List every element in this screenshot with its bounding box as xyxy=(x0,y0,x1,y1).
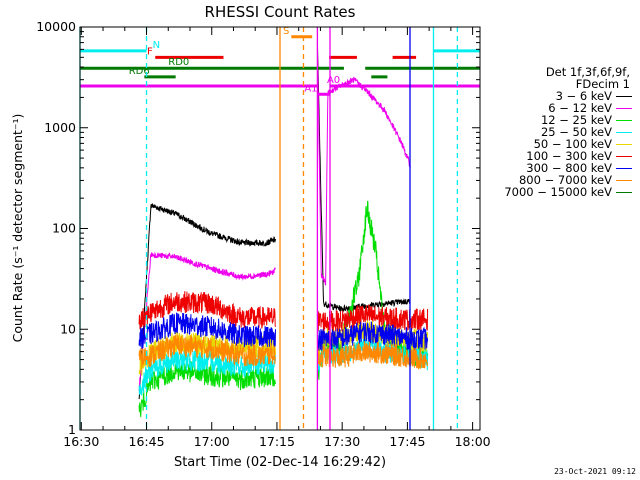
state-bar-label: A1 xyxy=(304,83,317,94)
series-trace xyxy=(316,304,429,333)
x-tick-label: 17:00 xyxy=(194,434,230,449)
series-trace xyxy=(138,203,276,400)
state-bar-label: N xyxy=(153,40,160,51)
y-axis-label: Count Rate (s⁻¹ detector segment⁻¹) xyxy=(10,114,25,343)
state-bars: N S F RD0 RD6 A1 A0 xyxy=(80,26,480,96)
y-tick-label: 1000 xyxy=(44,120,76,135)
timestamp: 23-Oct-2021 09:12 xyxy=(554,467,636,476)
legend-label: 12 − 25 keV xyxy=(540,113,612,127)
legend-entry: 800 − 7000 keV xyxy=(476,174,636,186)
legend-entry: 3 − 6 keV xyxy=(476,90,636,102)
series-trace xyxy=(316,321,429,352)
chart-title: RHESSI Count Rates xyxy=(205,3,356,21)
state-bar-label: RD6 xyxy=(129,66,150,77)
legend-swatch xyxy=(616,167,632,169)
state-bar-label: S xyxy=(283,26,289,37)
legend-entry: 12 − 25 keV xyxy=(476,114,636,126)
state-bar-label: A0 xyxy=(327,75,340,86)
legend-label: 25 − 50 keV xyxy=(540,125,612,139)
x-tick-label: 16:45 xyxy=(129,434,165,449)
legend-label: 300 − 800 keV xyxy=(526,161,612,175)
legend-entry: 6 − 12 keV xyxy=(476,102,636,114)
legend-label: 100 − 300 keV xyxy=(526,149,612,163)
legend-swatch xyxy=(616,119,632,121)
series-trace xyxy=(316,340,429,370)
state-bar-label: F xyxy=(147,46,153,57)
x-tick-label: 17:15 xyxy=(259,434,295,449)
y-tick-label: 1 xyxy=(68,422,76,437)
x-axis: 16:30 16:45 17:00 17:15 17:30 17:45 18:00 xyxy=(63,27,491,449)
y-axis: 1 10 100 1000 10000 xyxy=(36,19,480,437)
legend-swatch xyxy=(616,191,632,193)
x-axis-label: Start Time (02-Dec-14 16:29:42) xyxy=(174,455,386,470)
traces xyxy=(138,41,429,418)
legend-label: 800 − 7000 keV xyxy=(518,173,612,187)
series-trace xyxy=(138,312,276,349)
x-tick-label: 17:30 xyxy=(324,434,360,449)
series-trace xyxy=(138,334,276,370)
legend-label: 3 − 6 keV xyxy=(555,89,612,103)
state-bar-label: RD0 xyxy=(168,57,189,68)
x-tick-label: 17:45 xyxy=(389,434,425,449)
legend-label: 6 − 12 keV xyxy=(548,101,612,115)
legend-entry: 300 − 800 keV xyxy=(476,162,636,174)
legend-entry: 100 − 300 keV xyxy=(476,150,636,162)
legend-label: 7000 − 15000 keV xyxy=(504,185,612,199)
legend-entry: 7000 − 15000 keV xyxy=(476,186,636,198)
legend-label: 50 − 100 keV xyxy=(533,137,612,151)
legend-swatch xyxy=(616,179,632,181)
series-trace xyxy=(138,291,276,330)
legend-swatch xyxy=(616,107,632,109)
y-tick-label: 100 xyxy=(52,221,76,236)
legend-entry: 50 − 100 keV xyxy=(476,138,636,150)
legend-swatch xyxy=(616,95,632,97)
legend-entry: 25 − 50 keV xyxy=(476,126,636,138)
series-trace xyxy=(316,41,411,313)
x-tick-label: 18:00 xyxy=(455,434,491,449)
legend-header: Det 1f,3f,6f,9f, xyxy=(545,65,630,79)
legend-header: FDecim 1 xyxy=(575,77,630,91)
series-trace xyxy=(138,251,276,392)
x-tick-label: 16:30 xyxy=(63,434,99,449)
legend-swatch xyxy=(616,131,632,133)
legend-swatch xyxy=(616,155,632,157)
legend-swatch xyxy=(616,143,632,145)
y-tick-label: 10 xyxy=(60,321,76,336)
series-trace xyxy=(138,360,276,418)
y-tick-label: 10000 xyxy=(36,19,76,34)
